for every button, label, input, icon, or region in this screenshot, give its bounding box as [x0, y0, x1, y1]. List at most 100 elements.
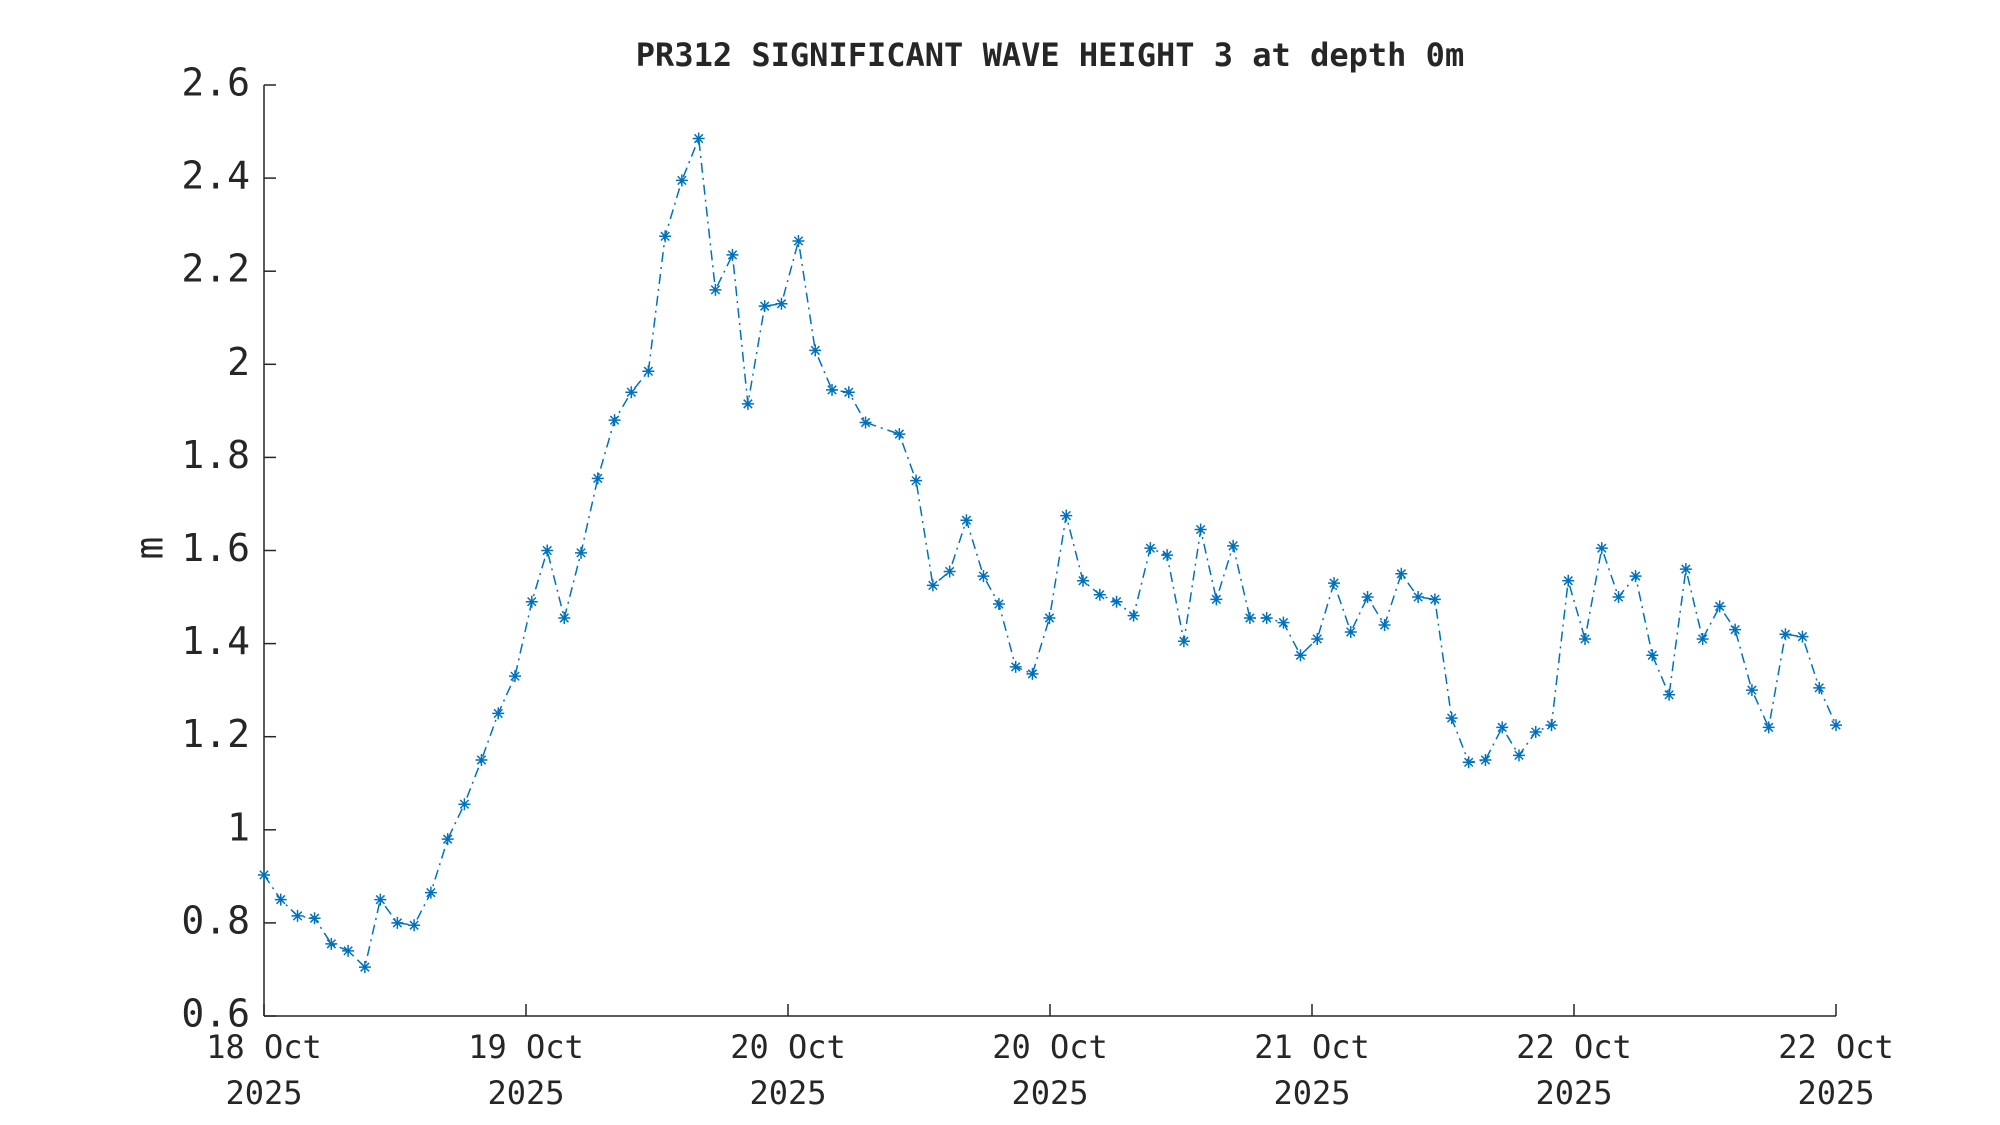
data-point [441, 833, 454, 846]
y-axis-label: m [128, 537, 172, 560]
data-point [1496, 721, 1509, 734]
data-point [1512, 749, 1525, 762]
data-point [308, 912, 321, 925]
data-point [1779, 628, 1792, 641]
data-point [1579, 632, 1591, 645]
data-point [758, 300, 771, 313]
x-tick-label: 18 Oct 2025 [206, 1028, 322, 1112]
x-tick-label: 19 Oct 2025 [468, 1028, 584, 1112]
data-point [1144, 542, 1157, 555]
y-tick-label: 1.2 [181, 712, 250, 756]
x-tick-label: 21 Oct 2025 [1254, 1028, 1370, 1112]
data-point [826, 383, 839, 396]
data-point [1428, 593, 1441, 606]
data-point [575, 546, 588, 559]
y-tick-label: 1.4 [181, 619, 250, 663]
y-tick-label: 2.2 [181, 247, 250, 291]
data-point [1328, 577, 1341, 590]
data-point [859, 416, 872, 429]
data-point [608, 414, 621, 427]
data-point [1679, 563, 1692, 576]
data-point [1412, 591, 1425, 604]
data-point [741, 397, 754, 410]
data-point [726, 248, 739, 261]
data-point [1043, 611, 1056, 624]
data-point [659, 230, 672, 243]
y-tick-label: 2 [227, 340, 250, 384]
data-point [1729, 623, 1742, 636]
data-point [1260, 611, 1273, 624]
data-point [792, 234, 805, 247]
data-point [642, 365, 655, 378]
data-point [1629, 570, 1642, 583]
data-point [1093, 588, 1106, 601]
data-point [358, 961, 371, 974]
data-point [342, 944, 355, 957]
data-point [1026, 667, 1039, 680]
data-point [1361, 591, 1374, 604]
y-tick-label: 1 [227, 805, 250, 849]
data-point [1077, 574, 1090, 587]
data-point [1562, 574, 1575, 587]
y-tick-label: 2.6 [181, 61, 250, 105]
y-tick-label: 1.8 [181, 433, 250, 477]
data-point [926, 579, 939, 592]
data-point [458, 798, 471, 811]
data-point [1796, 630, 1809, 643]
data-point [591, 472, 604, 485]
data-point [1294, 649, 1307, 662]
data-point [809, 344, 822, 357]
data-point [1830, 719, 1842, 732]
data-point [1479, 753, 1492, 766]
data-point [374, 893, 387, 906]
y-tick-label: 1.6 [181, 526, 250, 570]
data-point [1194, 523, 1207, 536]
y-tick-label: 0.8 [181, 898, 250, 942]
data-point [492, 707, 505, 720]
data-point [1713, 600, 1726, 613]
data-point [1378, 618, 1391, 631]
data-point [1696, 632, 1709, 645]
data-point [1009, 660, 1022, 673]
data-point [1177, 635, 1190, 648]
data-point [1545, 719, 1558, 732]
data-point [1813, 681, 1826, 694]
data-point [1277, 616, 1290, 629]
data-point [1646, 649, 1659, 662]
data-point [475, 753, 488, 766]
data-point [775, 297, 788, 310]
data-point [391, 916, 404, 929]
data-point [558, 611, 571, 624]
data-point [424, 886, 437, 899]
data-point [960, 514, 973, 527]
data-point [1127, 609, 1140, 622]
data-point [1060, 509, 1073, 522]
data-point [625, 386, 638, 399]
data-point [675, 174, 688, 187]
data-point [508, 670, 521, 683]
data-point [1395, 567, 1408, 580]
data-point [1595, 542, 1608, 555]
data-point [525, 595, 538, 608]
data-point [977, 570, 990, 583]
data-point [1529, 726, 1542, 739]
data-point [325, 937, 338, 950]
data-point [943, 565, 956, 578]
data-point [1243, 611, 1256, 624]
data-point [1210, 593, 1223, 606]
data-point [1762, 721, 1775, 734]
y-tick-label: 0.6 [181, 992, 250, 1036]
data-point [258, 868, 270, 881]
data-point [541, 544, 554, 557]
data-point [1311, 632, 1324, 645]
data-point [1161, 549, 1174, 562]
data-point [910, 474, 923, 487]
data-point [1344, 625, 1357, 638]
x-tick-label: 22 Oct 2025 [1778, 1028, 1894, 1112]
data-point [1663, 688, 1676, 701]
data-point [1612, 591, 1625, 604]
x-tick-label: 22 Oct 2025 [1516, 1028, 1632, 1112]
x-tick-label: 20 Oct 2025 [730, 1028, 846, 1112]
data-point [291, 909, 304, 922]
